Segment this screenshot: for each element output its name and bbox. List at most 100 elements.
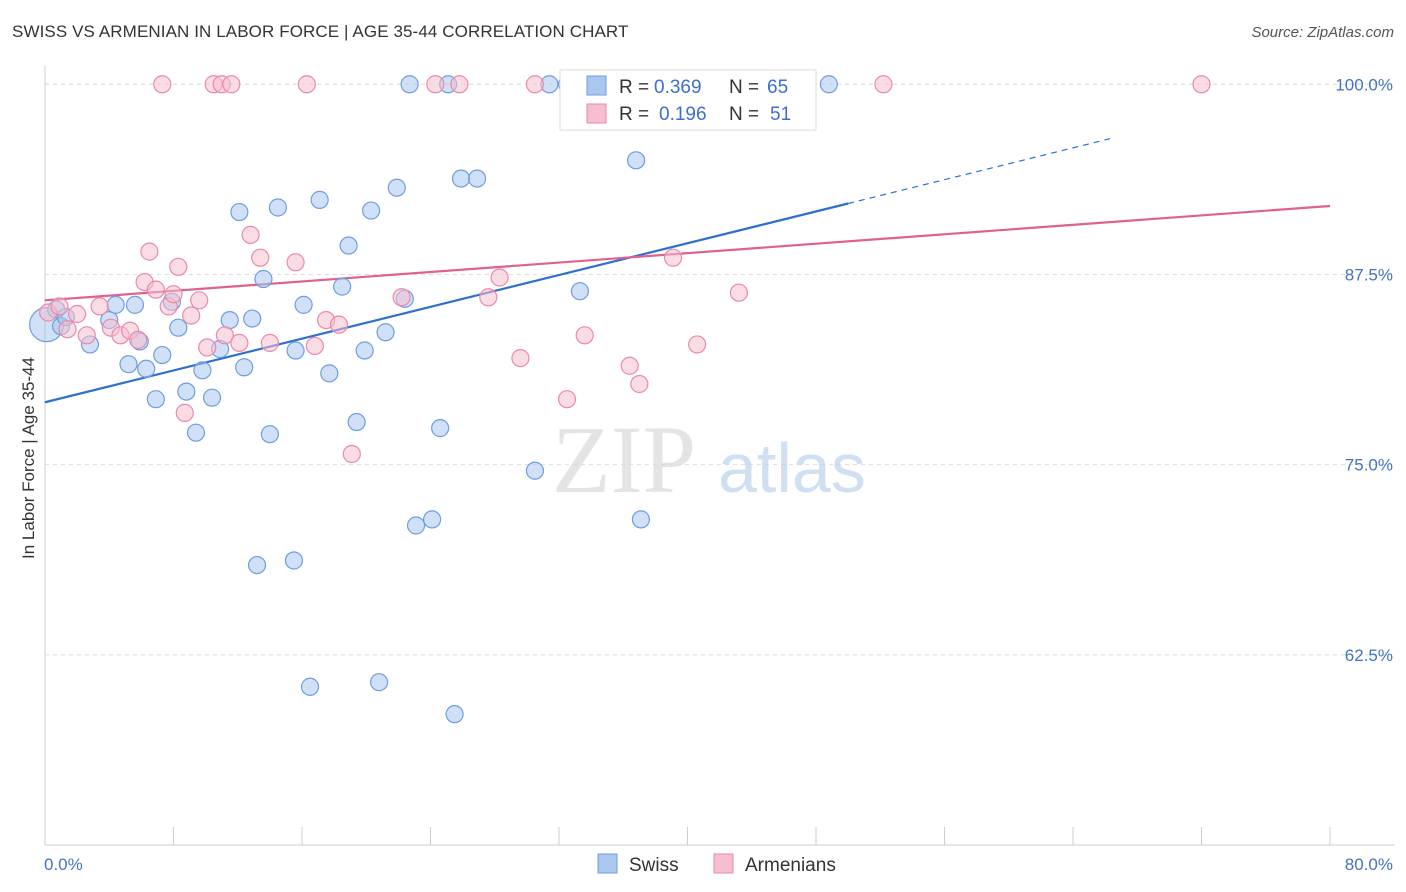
armenian-point bbox=[164, 285, 183, 304]
watermark-atlas: atlas bbox=[718, 429, 866, 507]
swiss-point bbox=[294, 295, 313, 314]
legend-swiss-r-value: 0.369 bbox=[654, 77, 702, 98]
swiss-point bbox=[137, 359, 156, 378]
legend-armenian-r-label: R = bbox=[619, 104, 649, 125]
y-tick-label-2: 87.5% bbox=[1345, 265, 1393, 284]
swiss-point bbox=[230, 202, 249, 222]
armenian-point bbox=[241, 225, 260, 244]
swiss-point bbox=[570, 282, 589, 301]
armenian-point bbox=[260, 333, 279, 353]
data-points bbox=[29, 75, 1211, 724]
legend-armenian-r-value: 0.196 bbox=[659, 104, 707, 125]
armenian-point bbox=[215, 326, 234, 345]
armenian-point bbox=[50, 297, 69, 316]
swiss-point bbox=[153, 345, 172, 365]
stats-legend: R = 0.369 N = 65 R = 0.196 N = 51 bbox=[559, 69, 817, 131]
armenian-point bbox=[1192, 75, 1211, 94]
swiss-point bbox=[361, 201, 381, 220]
series-legend: Swiss Armenians bbox=[597, 853, 836, 876]
swiss-point bbox=[376, 323, 395, 342]
swiss-point bbox=[169, 318, 188, 337]
legend-swatch-armenian bbox=[586, 103, 607, 124]
swiss-point bbox=[626, 151, 646, 170]
bottom-swatch-swiss bbox=[597, 853, 618, 874]
legend-swatch-swiss bbox=[586, 75, 607, 96]
armenian-point bbox=[198, 338, 217, 357]
armenian-point bbox=[58, 320, 77, 339]
swiss-point bbox=[146, 390, 165, 409]
swiss-point bbox=[220, 310, 239, 330]
watermark: ZIP atlas bbox=[552, 406, 866, 513]
y-tick-label-1: 75.0% bbox=[1345, 456, 1393, 475]
swiss-point bbox=[819, 75, 838, 94]
swiss-point bbox=[347, 412, 366, 432]
armenian-point bbox=[190, 291, 209, 310]
tick-labels: 62.5% 75.0% 87.5% 100.0% 0.0% 80.0% bbox=[44, 75, 1393, 874]
armenian-point bbox=[129, 330, 148, 349]
swiss-point bbox=[119, 355, 138, 374]
armenian-point bbox=[222, 75, 241, 94]
swiss-point bbox=[243, 309, 262, 328]
armenian-point bbox=[630, 374, 649, 394]
armenian-point bbox=[525, 75, 545, 94]
armenian-point bbox=[329, 315, 349, 334]
source-label: Source: ZipAtlas.com bbox=[1251, 24, 1394, 41]
armenian-point bbox=[169, 257, 188, 276]
armenian-point bbox=[305, 336, 324, 356]
armenian-point bbox=[575, 326, 594, 345]
swiss-point bbox=[423, 510, 442, 529]
armenian-point bbox=[230, 333, 249, 353]
armenian-point bbox=[874, 75, 893, 94]
swiss-point bbox=[406, 516, 426, 535]
y-tick-label-3: 100.0% bbox=[1335, 75, 1393, 94]
legend-swiss-n-value: 65 bbox=[767, 77, 788, 98]
swiss-point bbox=[300, 677, 320, 696]
swiss-point bbox=[235, 358, 254, 377]
swiss-point bbox=[467, 169, 487, 188]
swiss-point bbox=[193, 361, 212, 380]
swiss-point bbox=[268, 198, 288, 217]
legend-swiss-n-label: N = bbox=[729, 77, 759, 98]
armenian-point bbox=[146, 280, 165, 299]
armenian-point bbox=[342, 444, 361, 464]
y-axis-label: In Labor Force | Age 35-44 bbox=[19, 357, 38, 559]
armenian-point bbox=[557, 390, 577, 409]
swiss-point bbox=[286, 341, 305, 360]
swiss-point bbox=[247, 555, 267, 575]
armenian-point bbox=[511, 349, 530, 368]
watermark-zip: ZIP bbox=[552, 406, 696, 513]
swiss-point bbox=[202, 388, 222, 407]
swiss-point bbox=[445, 705, 464, 724]
armenian-point bbox=[663, 248, 683, 267]
armenian-point bbox=[140, 242, 159, 261]
swiss-point bbox=[525, 461, 545, 480]
trend-line-swiss bbox=[44, 202, 849, 404]
armenian-point bbox=[153, 75, 172, 94]
swiss-point bbox=[451, 169, 471, 188]
armenian-point bbox=[251, 248, 270, 267]
armenian-point bbox=[426, 75, 445, 94]
swiss-point bbox=[284, 551, 304, 570]
armenian-point bbox=[450, 75, 469, 94]
armenian-point bbox=[175, 403, 194, 422]
swiss-point bbox=[254, 269, 273, 289]
swiss-point bbox=[370, 673, 389, 692]
swiss-point bbox=[431, 419, 450, 438]
armenian-point bbox=[182, 306, 201, 325]
armenian-point bbox=[479, 288, 498, 307]
swiss-point bbox=[186, 423, 206, 442]
swiss-point bbox=[177, 382, 196, 401]
x-tick-label-0: 0.0% bbox=[44, 855, 83, 874]
trend-line-swiss-extension bbox=[847, 138, 1111, 205]
armenian-point bbox=[90, 297, 109, 316]
bottom-legend-swiss: Swiss bbox=[629, 855, 679, 876]
swiss-point bbox=[333, 277, 352, 296]
swiss-point bbox=[310, 190, 329, 209]
armenian-point bbox=[77, 326, 96, 345]
armenian-point bbox=[286, 253, 305, 272]
swiss-point bbox=[125, 295, 145, 314]
armenian-point bbox=[68, 304, 87, 324]
armenian-point bbox=[729, 283, 749, 302]
swiss-point bbox=[339, 236, 358, 255]
